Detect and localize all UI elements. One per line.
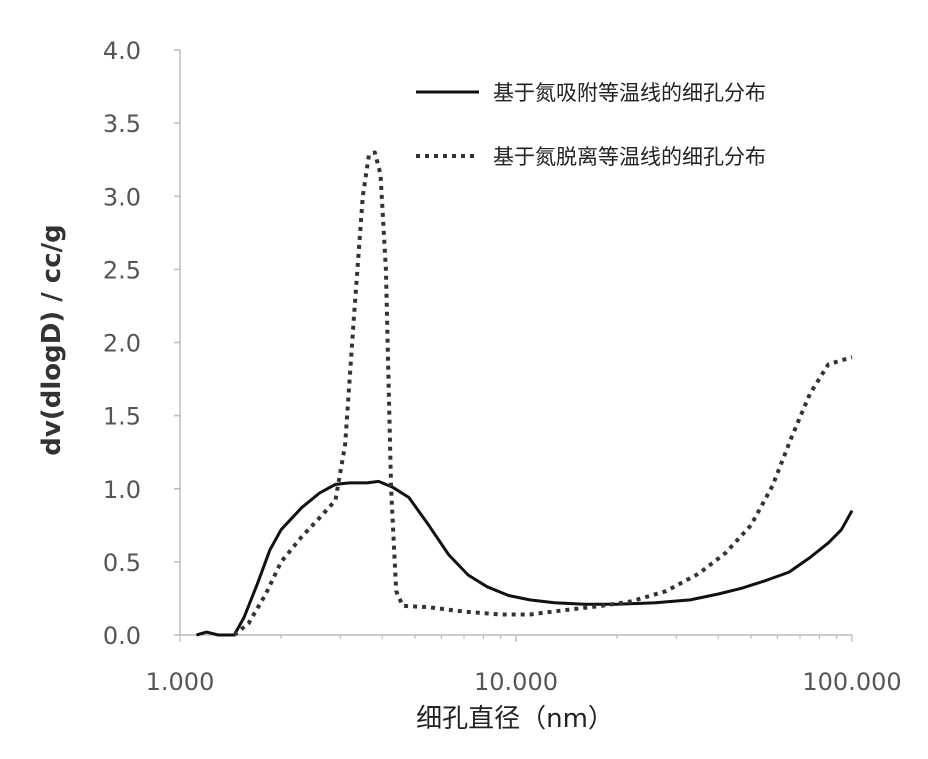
x-tick-label: 1.000 [146, 668, 215, 696]
legend: 基于氮吸附等温线的细孔分布 基于氮脱离等温线的细孔分布 [416, 81, 766, 169]
x-axis-title: 细孔直径（nm） [416, 704, 614, 734]
y-tick-label: 4.0 [103, 37, 141, 65]
y-tick-label: 3.5 [103, 110, 141, 138]
legend-label-adsorption: 基于氮吸附等温线的细孔分布 [493, 81, 766, 105]
y-axis-title: dv(dlogD) / cc/g [37, 224, 67, 455]
y-tick-label: 3.0 [103, 183, 141, 211]
legend-label-desorption: 基于氮脱离等温线的细孔分布 [493, 145, 766, 169]
y-tick-label: 1.0 [103, 476, 141, 504]
x-tick-label: 10.000 [474, 668, 558, 696]
x-tick-label: 100.000 [802, 668, 901, 696]
y-tick-label: 0.5 [103, 549, 141, 577]
y-tick-label: 1.5 [103, 403, 141, 431]
y-tick-label: 0.0 [103, 622, 141, 650]
series-line-desorption [232, 150, 853, 637]
y-tick-label: 2.5 [103, 256, 141, 284]
series-line-adsorption [196, 479, 854, 637]
y-tick-label: 2.0 [103, 330, 141, 358]
